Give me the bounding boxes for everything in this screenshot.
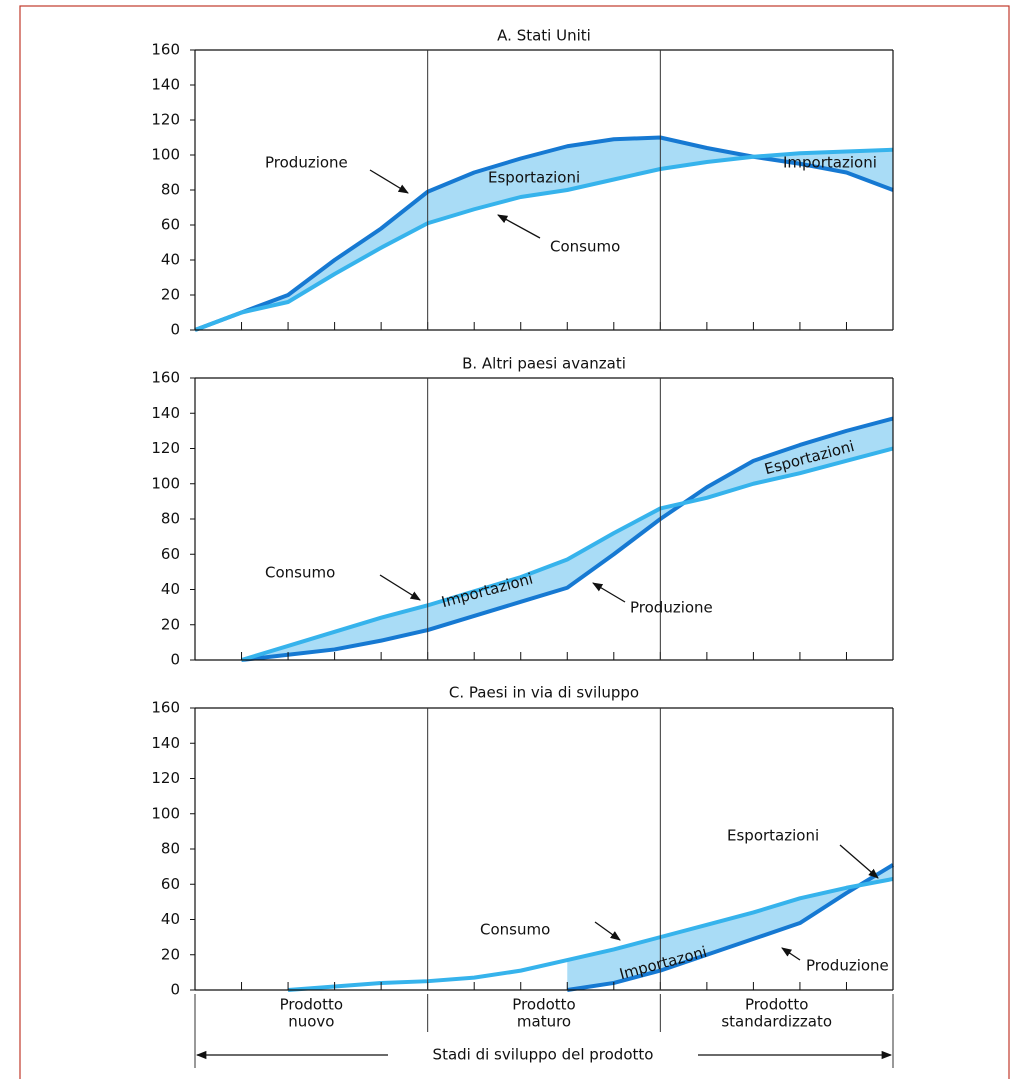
annotation: Consumo [265, 564, 335, 582]
stage-label: nuovo [288, 1013, 334, 1031]
x-axis-label: Stadi di sviluppo del prodotto [433, 1046, 654, 1064]
series-line [241, 416, 894, 662]
gap-area [195, 137, 893, 330]
series-line [566, 863, 895, 992]
y-tick-label: 20 [161, 615, 180, 633]
y-tick-label: 40 [161, 580, 180, 598]
annotation: Consumo [550, 238, 620, 256]
annotation-arrow [592, 582, 626, 603]
series-line [240, 446, 894, 662]
y-tick-label: 0 [170, 651, 180, 669]
y-tick-label: 0 [170, 981, 180, 999]
y-tick-label: 60 [161, 216, 180, 234]
annotation-arrow [839, 844, 879, 879]
annotation: Esportazioni [488, 169, 580, 187]
annotation-arrow [594, 921, 621, 941]
stage-label: standardizzato [721, 1013, 832, 1031]
y-tick-label: 100 [151, 146, 180, 164]
x-label-bg [388, 1045, 698, 1065]
y-tick-label: 100 [151, 474, 180, 492]
annotation: Esportazioni [727, 827, 819, 845]
y-tick-label: 160 [151, 699, 180, 717]
y-tick-label: 0 [170, 321, 180, 339]
annotation: Produzione [265, 154, 348, 172]
annotation-arrow [781, 947, 801, 961]
y-tick-label: 40 [161, 251, 180, 269]
stage-label: Prodotto [280, 996, 343, 1014]
annotation: Importazioni [783, 154, 877, 172]
y-tick-label: 60 [161, 875, 180, 893]
annotation-arrow [369, 169, 409, 194]
y-tick-label: 60 [161, 545, 180, 563]
panel-title: A. Stati Uniti [497, 27, 591, 45]
annotation: Produzione [806, 957, 889, 975]
y-tick-label: 120 [151, 769, 180, 787]
y-tick-label: 80 [161, 840, 180, 858]
y-tick-label: 120 [151, 111, 180, 129]
stage-label: maturo [517, 1013, 571, 1031]
y-tick-label: 80 [161, 510, 180, 528]
gap-area [241, 418, 894, 660]
series-line [287, 876, 894, 992]
panel-title: C. Paesi in via di sviluppo [449, 684, 639, 702]
y-tick-label: 20 [161, 286, 180, 304]
y-tick-label: 140 [151, 404, 180, 422]
annotation: Consumo [480, 921, 550, 939]
frame [19, 5, 1010, 1079]
annotation-arrow [497, 214, 541, 239]
y-tick-label: 80 [161, 181, 180, 199]
annotation-arrow [379, 574, 421, 601]
y-tick-label: 160 [151, 41, 180, 59]
series-line [194, 135, 894, 332]
y-tick-label: 20 [161, 945, 180, 963]
y-tick-label: 40 [161, 910, 180, 928]
stage-label: Prodotto [512, 996, 575, 1014]
stage-label: Prodotto [745, 996, 808, 1014]
y-tick-label: 100 [151, 804, 180, 822]
y-tick-label: 140 [151, 76, 180, 94]
series-line [194, 147, 894, 332]
panel-title: B. Altri paesi avanzati [462, 355, 626, 373]
y-tick-label: 140 [151, 734, 180, 752]
y-tick-label: 160 [151, 369, 180, 387]
y-tick-label: 120 [151, 439, 180, 457]
annotation: Produzione [630, 599, 713, 617]
